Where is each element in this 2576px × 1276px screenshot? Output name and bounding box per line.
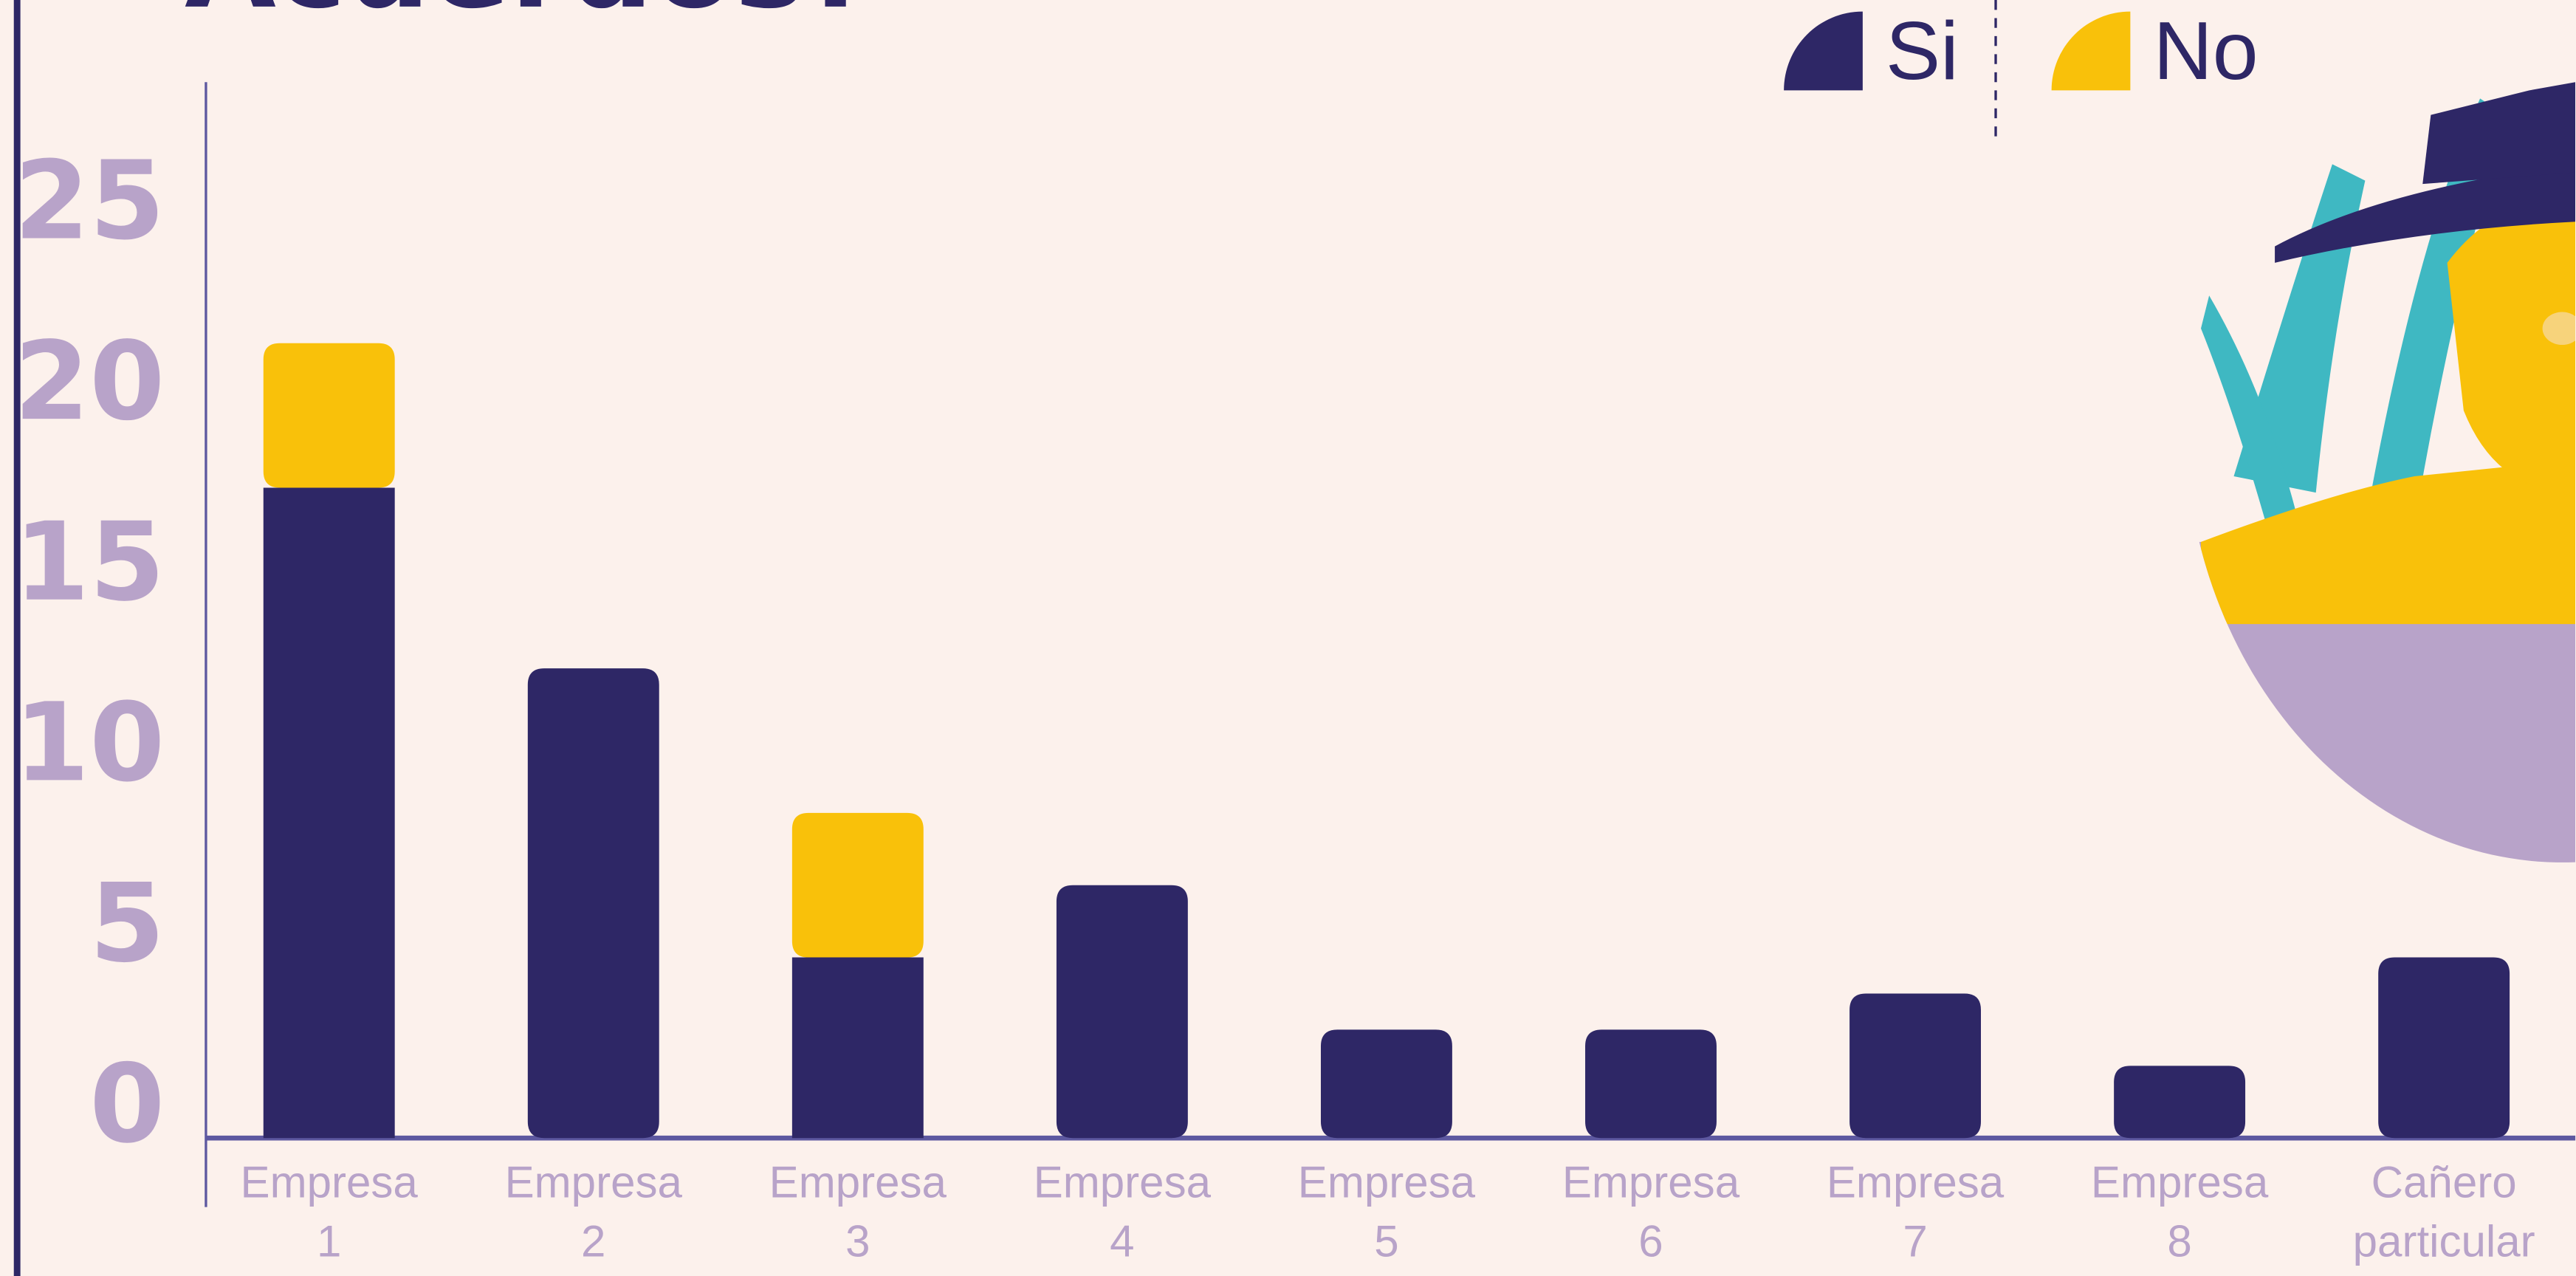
legend-label: No (2154, 4, 2259, 97)
x-tick-label-box: Empresa 6 (1562, 1157, 1740, 1266)
x-tick-label: Empresa 4 (1033, 1157, 1212, 1266)
x-tick-label-box: Empresa 1 (240, 1157, 418, 1266)
bar-segment (2114, 1066, 2246, 1139)
bar-segment (1849, 993, 1982, 1139)
x-tick-label: Empresa 5 (1297, 1157, 1476, 1266)
bar-segment (2378, 957, 2510, 1139)
x-tick-label-box: Cañero particular (2352, 1157, 2535, 1266)
chart-title: Acuerdos? (185, 0, 873, 35)
x-tick-label: Cañero particular (2352, 1157, 2535, 1266)
y-tick-label: 0 (89, 1041, 165, 1167)
y-tick-label: 25 (14, 137, 165, 264)
bar-segment (527, 668, 659, 1139)
x-tick-label: Empresa 8 (2090, 1157, 2269, 1266)
illustration (2184, 82, 2576, 862)
y-tick-label: 20 (14, 318, 165, 445)
bar-segment (791, 957, 924, 1139)
bar-segment (1056, 885, 1188, 1139)
x-tick-label-box: Empresa 5 (1297, 1157, 1476, 1266)
x-tick-label: Empresa 2 (504, 1157, 682, 1266)
y-tick-label: 15 (14, 499, 165, 625)
x-tick-label: Empresa 7 (1826, 1157, 2005, 1266)
x-tick-label-box: Empresa 7 (1826, 1157, 2005, 1266)
bar-segment (263, 487, 395, 1139)
x-tick-label-box: Empresa 4 (1033, 1157, 1212, 1266)
bar-segment (791, 812, 924, 958)
x-tick-label: Empresa 1 (240, 1157, 418, 1266)
bar-segment (263, 343, 395, 488)
bar-segment (1585, 1029, 1717, 1139)
legend-swatch (1784, 11, 1863, 91)
legend-label: Si (1886, 4, 1959, 97)
x-tick-label: Empresa 6 (1562, 1157, 1740, 1266)
x-tick-label-box: Empresa 2 (504, 1157, 682, 1266)
y-tick-label: 10 (14, 679, 165, 806)
x-tick-label-box: Empresa 8 (2090, 1157, 2269, 1266)
legend-swatch (2051, 11, 2131, 91)
x-tick-label-box: Empresa 3 (769, 1157, 947, 1266)
y-tick-label: 5 (89, 860, 165, 987)
x-tick-label: Empresa 3 (769, 1157, 947, 1266)
bar-segment (1320, 1029, 1452, 1139)
